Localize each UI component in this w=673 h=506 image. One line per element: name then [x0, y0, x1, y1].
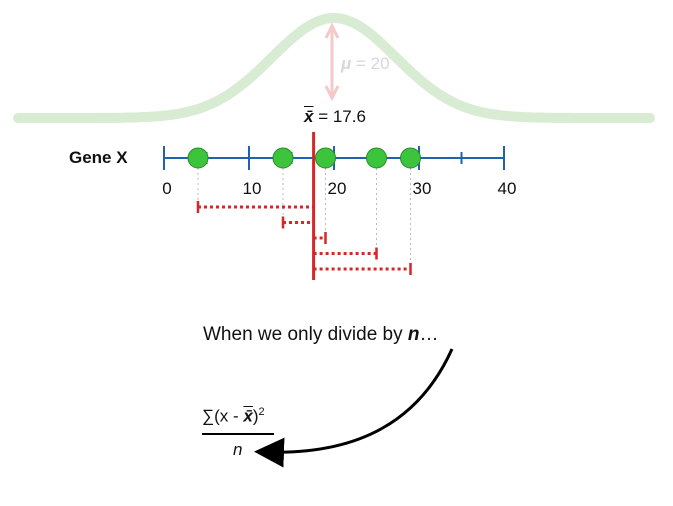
sample-mean-value: = 17.6: [318, 107, 366, 126]
formula-denominator: n: [233, 440, 243, 459]
guide-lines: [197, 168, 411, 269]
curved-arrow: [254, 348, 454, 468]
tick-label: 10: [242, 179, 262, 198]
population-mean-value: = 20: [356, 54, 390, 73]
gene-label: Gene X: [69, 148, 128, 167]
data-points: [187, 147, 421, 169]
caption-text: When we only divide by: [203, 324, 408, 345]
tick-label: 30: [412, 179, 432, 198]
xbar-symbol: x̄: [304, 107, 314, 126]
normal-distribution-curve: [13, 12, 655, 123]
deviation-bars: [196, 201, 412, 275]
mu-symbol: μ: [341, 54, 352, 73]
data-point: [400, 147, 421, 169]
caption: When we only divide by n…: [203, 324, 439, 346]
sigma-symbol: ∑: [202, 406, 215, 426]
sample-mean-label: x̄ = 17.6: [304, 107, 366, 127]
data-point: [315, 147, 336, 169]
data-point: [272, 147, 294, 169]
formula-numerator: ∑(x - x̄)2: [202, 406, 265, 427]
data-point: [187, 147, 209, 169]
population-mean-label: μ = 20: [341, 54, 390, 74]
numerator-xbar: x̄: [243, 406, 253, 426]
mu-arrow-head-up: [324, 22, 340, 39]
mu-arrow-head-down: [324, 85, 340, 102]
numerator-exponent: 2: [258, 406, 265, 418]
mu-arrow: [324, 22, 340, 102]
data-point: [366, 147, 387, 169]
tick-label: 0: [162, 179, 172, 198]
tick-label: 20: [327, 179, 347, 198]
tick-label: 40: [497, 179, 517, 198]
caption-n: n: [407, 324, 420, 345]
numerator-open: (x -: [214, 406, 244, 426]
caption-tail: …: [419, 324, 439, 345]
numerator-close: ): [252, 406, 259, 426]
